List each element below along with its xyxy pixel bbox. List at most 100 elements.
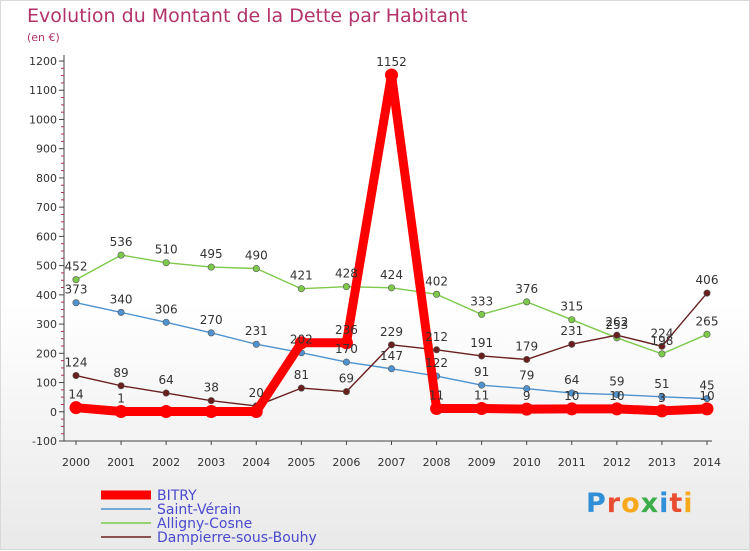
x-tick-label: 2002 xyxy=(152,456,180,469)
data-label: 424 xyxy=(380,268,403,282)
data-point xyxy=(613,331,621,339)
y-tick-label: 1200 xyxy=(29,55,57,68)
data-label: 421 xyxy=(290,269,313,283)
data-label: 229 xyxy=(380,325,403,339)
data-point xyxy=(655,404,669,418)
data-label: 179 xyxy=(515,339,538,353)
data-point xyxy=(249,404,263,418)
y-tick-label: 100 xyxy=(36,377,57,390)
data-label: 306 xyxy=(155,302,178,316)
x-tick-label: 2011 xyxy=(558,456,586,469)
data-point xyxy=(658,342,666,350)
data-point xyxy=(117,382,125,390)
x-tick-label: 2004 xyxy=(242,456,270,469)
data-label: 1152 xyxy=(376,55,407,69)
data-label: 59 xyxy=(609,375,624,389)
data-point xyxy=(385,68,398,82)
data-label: 69 xyxy=(339,372,354,386)
data-point xyxy=(565,402,579,416)
chart-title: Evolution du Montant de la Dette par Hab… xyxy=(27,5,468,27)
x-tick-label: 2010 xyxy=(513,456,541,469)
y-tick-label: 300 xyxy=(36,318,57,331)
data-label: 79 xyxy=(519,369,534,383)
data-point xyxy=(478,310,486,318)
data-label: 536 xyxy=(110,235,133,249)
data-point xyxy=(523,298,531,306)
data-label: 231 xyxy=(560,324,583,338)
data-point xyxy=(72,276,80,284)
legend-label: Saint-Vérain xyxy=(157,502,241,518)
data-label: 51 xyxy=(654,377,669,391)
x-tick-label: 2007 xyxy=(378,456,406,469)
data-point xyxy=(387,284,395,292)
data-label: 124 xyxy=(65,356,88,370)
data-point xyxy=(72,299,80,307)
data-point xyxy=(568,340,576,348)
data-label: 333 xyxy=(470,294,493,308)
data-label: 81 xyxy=(294,368,309,382)
data-label: 45 xyxy=(699,379,714,393)
data-point xyxy=(610,402,624,416)
data-label: 10 xyxy=(609,389,624,403)
data-point xyxy=(162,318,170,326)
y-tick-label: -100 xyxy=(32,435,57,448)
x-tick-label: 2013 xyxy=(648,456,676,469)
data-label: 376 xyxy=(515,282,538,296)
data-point xyxy=(478,381,486,389)
x-tick-label: 2001 xyxy=(107,456,135,469)
data-point xyxy=(387,365,395,373)
data-label: 89 xyxy=(113,366,128,380)
data-point xyxy=(523,355,531,363)
data-label: 373 xyxy=(65,283,88,297)
data-label: 38 xyxy=(204,381,219,395)
data-label: 122 xyxy=(425,356,448,370)
data-label: 147 xyxy=(380,349,403,363)
data-point xyxy=(568,389,576,397)
data-point xyxy=(117,308,125,316)
data-label: 91 xyxy=(474,365,489,379)
data-point xyxy=(523,385,531,393)
data-point xyxy=(207,329,215,337)
data-label: 191 xyxy=(470,336,493,350)
data-point xyxy=(520,402,534,416)
y-tick-label: 1000 xyxy=(29,113,57,126)
data-label: 170 xyxy=(335,342,358,356)
y-tick-label: 1100 xyxy=(29,84,57,97)
data-point xyxy=(297,384,305,392)
x-tick-label: 2014 xyxy=(693,456,721,469)
data-label: 202 xyxy=(290,333,313,347)
data-label: 262 xyxy=(605,315,628,329)
data-point xyxy=(162,389,170,397)
data-point xyxy=(294,336,308,350)
legend-label: Dampierre-sous-Bouhy xyxy=(157,530,317,546)
data-label: 20 xyxy=(249,386,264,400)
y-tick-label: 800 xyxy=(36,172,57,185)
data-point xyxy=(252,340,260,348)
data-point xyxy=(658,393,666,401)
y-tick-label: 600 xyxy=(36,230,57,243)
data-point xyxy=(297,285,305,293)
data-label: 212 xyxy=(425,330,448,344)
data-point xyxy=(207,263,215,271)
x-tick-label: 2009 xyxy=(468,456,496,469)
data-point xyxy=(475,402,489,416)
data-point xyxy=(207,397,215,405)
data-label: 3 xyxy=(658,391,666,405)
data-label: 406 xyxy=(696,273,719,287)
x-tick-label: 2000 xyxy=(62,456,90,469)
data-label: 11 xyxy=(429,389,444,403)
data-label: 11 xyxy=(474,389,489,403)
data-label: 315 xyxy=(560,300,583,314)
data-point xyxy=(703,289,711,297)
x-tick-label: 2006 xyxy=(332,456,360,469)
data-point xyxy=(568,316,576,324)
data-point xyxy=(703,395,711,403)
x-tick-label: 2005 xyxy=(287,456,315,469)
data-label: 236 xyxy=(335,323,358,337)
data-label: 428 xyxy=(335,267,358,281)
data-label: 402 xyxy=(425,274,448,288)
data-label: 452 xyxy=(65,260,88,274)
data-label: 495 xyxy=(200,247,223,261)
data-point xyxy=(339,336,353,350)
